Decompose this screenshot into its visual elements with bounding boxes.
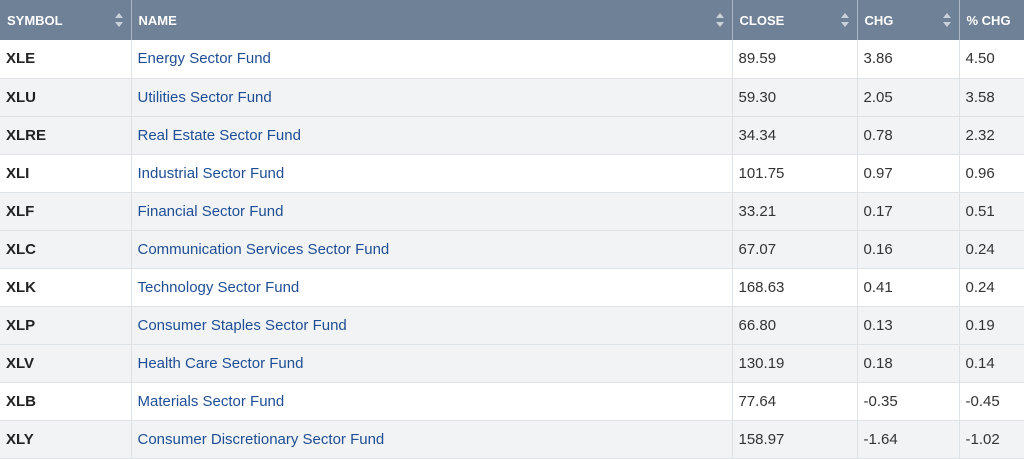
fund-name-link[interactable]: Energy Sector Fund [137, 50, 271, 68]
cell-chg: 0.17 [857, 192, 960, 231]
cell-chg: -0.35 [857, 382, 960, 421]
cell-pct-chg: 0.14 [959, 344, 1024, 383]
cell-close: 77.64 [732, 382, 858, 421]
table-row[interactable]: XLF Financial Sector Fund 33.21 0.17 0.51 [0, 192, 1024, 231]
cell-pct-chg: 0.51 [959, 192, 1024, 231]
table-row[interactable]: XLE Energy Sector Fund 89.59 3.86 4.50 [0, 40, 1024, 79]
cell-symbol: XLC [0, 230, 132, 269]
sort-icon[interactable] [715, 13, 724, 27]
cell-close: 158.97 [732, 420, 858, 459]
column-header-label: SYMBOL [7, 12, 63, 28]
cell-pct-chg: 3.58 [959, 78, 1024, 117]
cell-close: 34.34 [732, 116, 858, 155]
cell-symbol: XLE [0, 40, 132, 79]
table-row[interactable]: XLU Utilities Sector Fund 59.30 2.05 3.58 [0, 78, 1024, 117]
fund-name-link[interactable]: Communication Services Sector Fund [137, 240, 390, 258]
cell-symbol: XLP [0, 306, 132, 345]
cell-pct-chg: 0.19 [959, 306, 1024, 345]
cell-name: Energy Sector Fund [131, 40, 733, 79]
cell-name: Health Care Sector Fund [131, 344, 733, 383]
table-row[interactable]: XLC Communication Services Sector Fund 67.… [0, 230, 1024, 269]
column-header-label: % CHG [966, 12, 1011, 28]
cell-symbol: XLRE [0, 116, 132, 155]
cell-name: Real Estate Sector Fund [131, 116, 733, 155]
cell-symbol: XLY [0, 420, 132, 459]
cell-close: 59.30 [732, 78, 858, 117]
cell-close: 67.07 [732, 230, 858, 269]
table-row[interactable]: XLK Technology Sector Fund 168.63 0.41 0.24 [0, 268, 1024, 307]
table-row[interactable]: XLRE Real Estate Sector Fund 34.34 0.78 2.32 [0, 116, 1024, 155]
cell-close: 89.59 [732, 40, 858, 79]
sort-icon[interactable] [840, 13, 849, 27]
column-header-label: CHG [864, 12, 894, 28]
cell-symbol: XLI [0, 154, 132, 193]
cell-chg: 2.05 [857, 78, 960, 117]
cell-name: Consumer Staples Sector Fund [131, 306, 733, 345]
cell-chg: 0.97 [857, 154, 960, 193]
cell-symbol: XLV [0, 344, 132, 383]
column-header-label: NAME [138, 12, 177, 28]
cell-chg: 0.13 [857, 306, 960, 345]
column-header-symbol[interactable]: SYMBOL [0, 0, 132, 40]
cell-pct-chg: 0.96 [959, 154, 1024, 193]
cell-name: Materials Sector Fund [131, 382, 733, 421]
cell-symbol: XLK [0, 268, 132, 307]
cell-close: 101.75 [732, 154, 858, 193]
cell-pct-chg: -1.02 [959, 420, 1024, 459]
cell-close: 33.21 [732, 192, 858, 231]
cell-name: Industrial Sector Fund [131, 154, 733, 193]
cell-close: 130.19 [732, 344, 858, 383]
cell-chg: 0.78 [857, 116, 960, 155]
sort-icon[interactable] [942, 13, 951, 27]
table-body: XLE Energy Sector Fund 89.59 3.86 4.50 XLU Uti… [0, 40, 1024, 459]
column-header-pct-chg[interactable]: % CHG [959, 0, 1024, 40]
table-row[interactable]: XLV Health Care Sector Fund 130.19 0.18 0.14 [0, 344, 1024, 383]
column-header-label: CLOSE [739, 12, 785, 28]
cell-chg: -1.64 [857, 420, 960, 459]
fund-name-link[interactable]: Materials Sector Fund [137, 392, 285, 410]
fund-name-link[interactable]: Health Care Sector Fund [137, 354, 304, 372]
fund-name-link[interactable]: Technology Sector Fund [137, 278, 300, 296]
fund-name-link[interactable]: Industrial Sector Fund [137, 164, 285, 182]
fund-name-link[interactable]: Consumer Discretionary Sector Fund [137, 430, 385, 448]
table-row[interactable]: XLP Consumer Staples Sector Fund 66.80 0.13… [0, 306, 1024, 345]
cell-close: 168.63 [732, 268, 858, 307]
column-header-chg[interactable]: CHG [857, 0, 960, 40]
cell-name: Utilities Sector Fund [131, 78, 733, 117]
cell-symbol: XLB [0, 382, 132, 421]
cell-pct-chg: 4.50 [959, 40, 1024, 79]
column-header-name[interactable]: NAME [131, 0, 733, 40]
cell-chg: 0.18 [857, 344, 960, 383]
cell-chg: 3.86 [857, 40, 960, 79]
cell-symbol: XLU [0, 78, 132, 117]
sort-icon[interactable] [114, 13, 123, 27]
cell-symbol: XLF [0, 192, 132, 231]
cell-pct-chg: 2.32 [959, 116, 1024, 155]
fund-name-link[interactable]: Consumer Staples Sector Fund [137, 316, 347, 334]
cell-pct-chg: 0.24 [959, 268, 1024, 307]
cell-name: Communication Services Sector Fund [131, 230, 733, 269]
cell-name: Technology Sector Fund [131, 268, 733, 307]
fund-name-link[interactable]: Utilities Sector Fund [137, 88, 272, 106]
cell-name: Consumer Discretionary Sector Fund [131, 420, 733, 459]
cell-pct-chg: -0.45 [959, 382, 1024, 421]
fund-name-link[interactable]: Financial Sector Fund [137, 202, 284, 220]
column-header-close[interactable]: CLOSE [732, 0, 858, 40]
table-row[interactable]: XLI Industrial Sector Fund 101.75 0.97 0.96 [0, 154, 1024, 193]
cell-pct-chg: 0.24 [959, 230, 1024, 269]
cell-chg: 0.16 [857, 230, 960, 269]
table-header-row: SYMBOL NAME CLOSE CHG % CHG [0, 0, 1024, 40]
cell-close: 66.80 [732, 306, 858, 345]
cell-name: Financial Sector Fund [131, 192, 733, 231]
table-row[interactable]: XLY Consumer Discretionary Sector Fund 158… [0, 420, 1024, 459]
cell-chg: 0.41 [857, 268, 960, 307]
fund-name-link[interactable]: Real Estate Sector Fund [137, 126, 301, 144]
table-row[interactable]: XLB Materials Sector Fund 77.64 -0.35 -0.45 [0, 382, 1024, 421]
